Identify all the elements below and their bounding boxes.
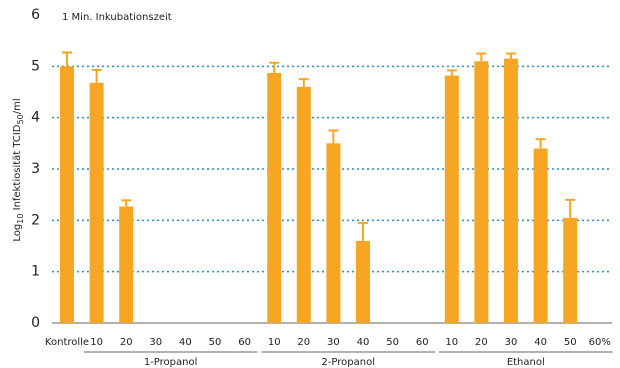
x-tick-label: 10	[90, 337, 103, 348]
x-tick-label: 60%	[589, 337, 611, 348]
x-tick-label: 40	[179, 337, 192, 348]
bar	[119, 206, 134, 323]
group-label: 2-Propanol	[321, 357, 375, 368]
y-label-text: Log	[12, 224, 23, 242]
x-tick-label: 50	[564, 337, 577, 348]
y-label-text: /ml	[12, 98, 23, 114]
bar	[89, 82, 104, 323]
y-label-text: Infektiosität TCID	[12, 124, 23, 213]
x-tick-label: 30	[327, 337, 340, 348]
x-tick-label: 10	[268, 337, 281, 348]
y-tick-label: 2	[31, 212, 40, 228]
bar	[444, 75, 459, 323]
y-tick-label: 1	[31, 264, 40, 280]
x-tick-label: 10	[445, 337, 458, 348]
x-tick-label: 20	[297, 337, 310, 348]
bar	[504, 58, 518, 324]
group-label: 1-Propanol	[144, 357, 198, 368]
x-tick-label: 20	[120, 337, 133, 348]
bar	[326, 143, 341, 323]
bar	[474, 61, 489, 323]
annotation: 1 Min. Inkubationszeit	[62, 12, 172, 23]
y-tick-label: 0	[31, 315, 40, 331]
x-tick-label: 40	[357, 337, 370, 348]
x-tick-label: Kontrolle	[45, 337, 89, 348]
y-label-subscript: 10	[16, 214, 25, 224]
y-axis-label: Log10 Infektiosität TCID50/ml	[12, 98, 25, 241]
bar	[267, 73, 282, 323]
bar	[533, 148, 548, 323]
bar	[60, 66, 74, 323]
y-tick-label: 5	[31, 58, 40, 74]
y-tick-label: 6	[31, 7, 40, 23]
x-tick-label: 50	[386, 337, 399, 348]
x-tick-label: 30	[149, 337, 162, 348]
x-tick-label: 60	[416, 337, 429, 348]
x-tick-label: 60	[238, 337, 251, 348]
x-tick-label: 50	[209, 337, 222, 348]
x-tick-label: 30	[505, 337, 518, 348]
group-label: Ethanol	[507, 357, 545, 368]
bar	[563, 217, 578, 323]
y-label-subscript: 50	[16, 114, 25, 124]
y-tick-label: 3	[31, 161, 40, 177]
y-tick-label: 4	[31, 110, 40, 126]
bar	[296, 86, 311, 323]
x-tick-label: 40	[534, 337, 547, 348]
x-tick-label: 20	[475, 337, 488, 348]
bar	[356, 240, 370, 323]
